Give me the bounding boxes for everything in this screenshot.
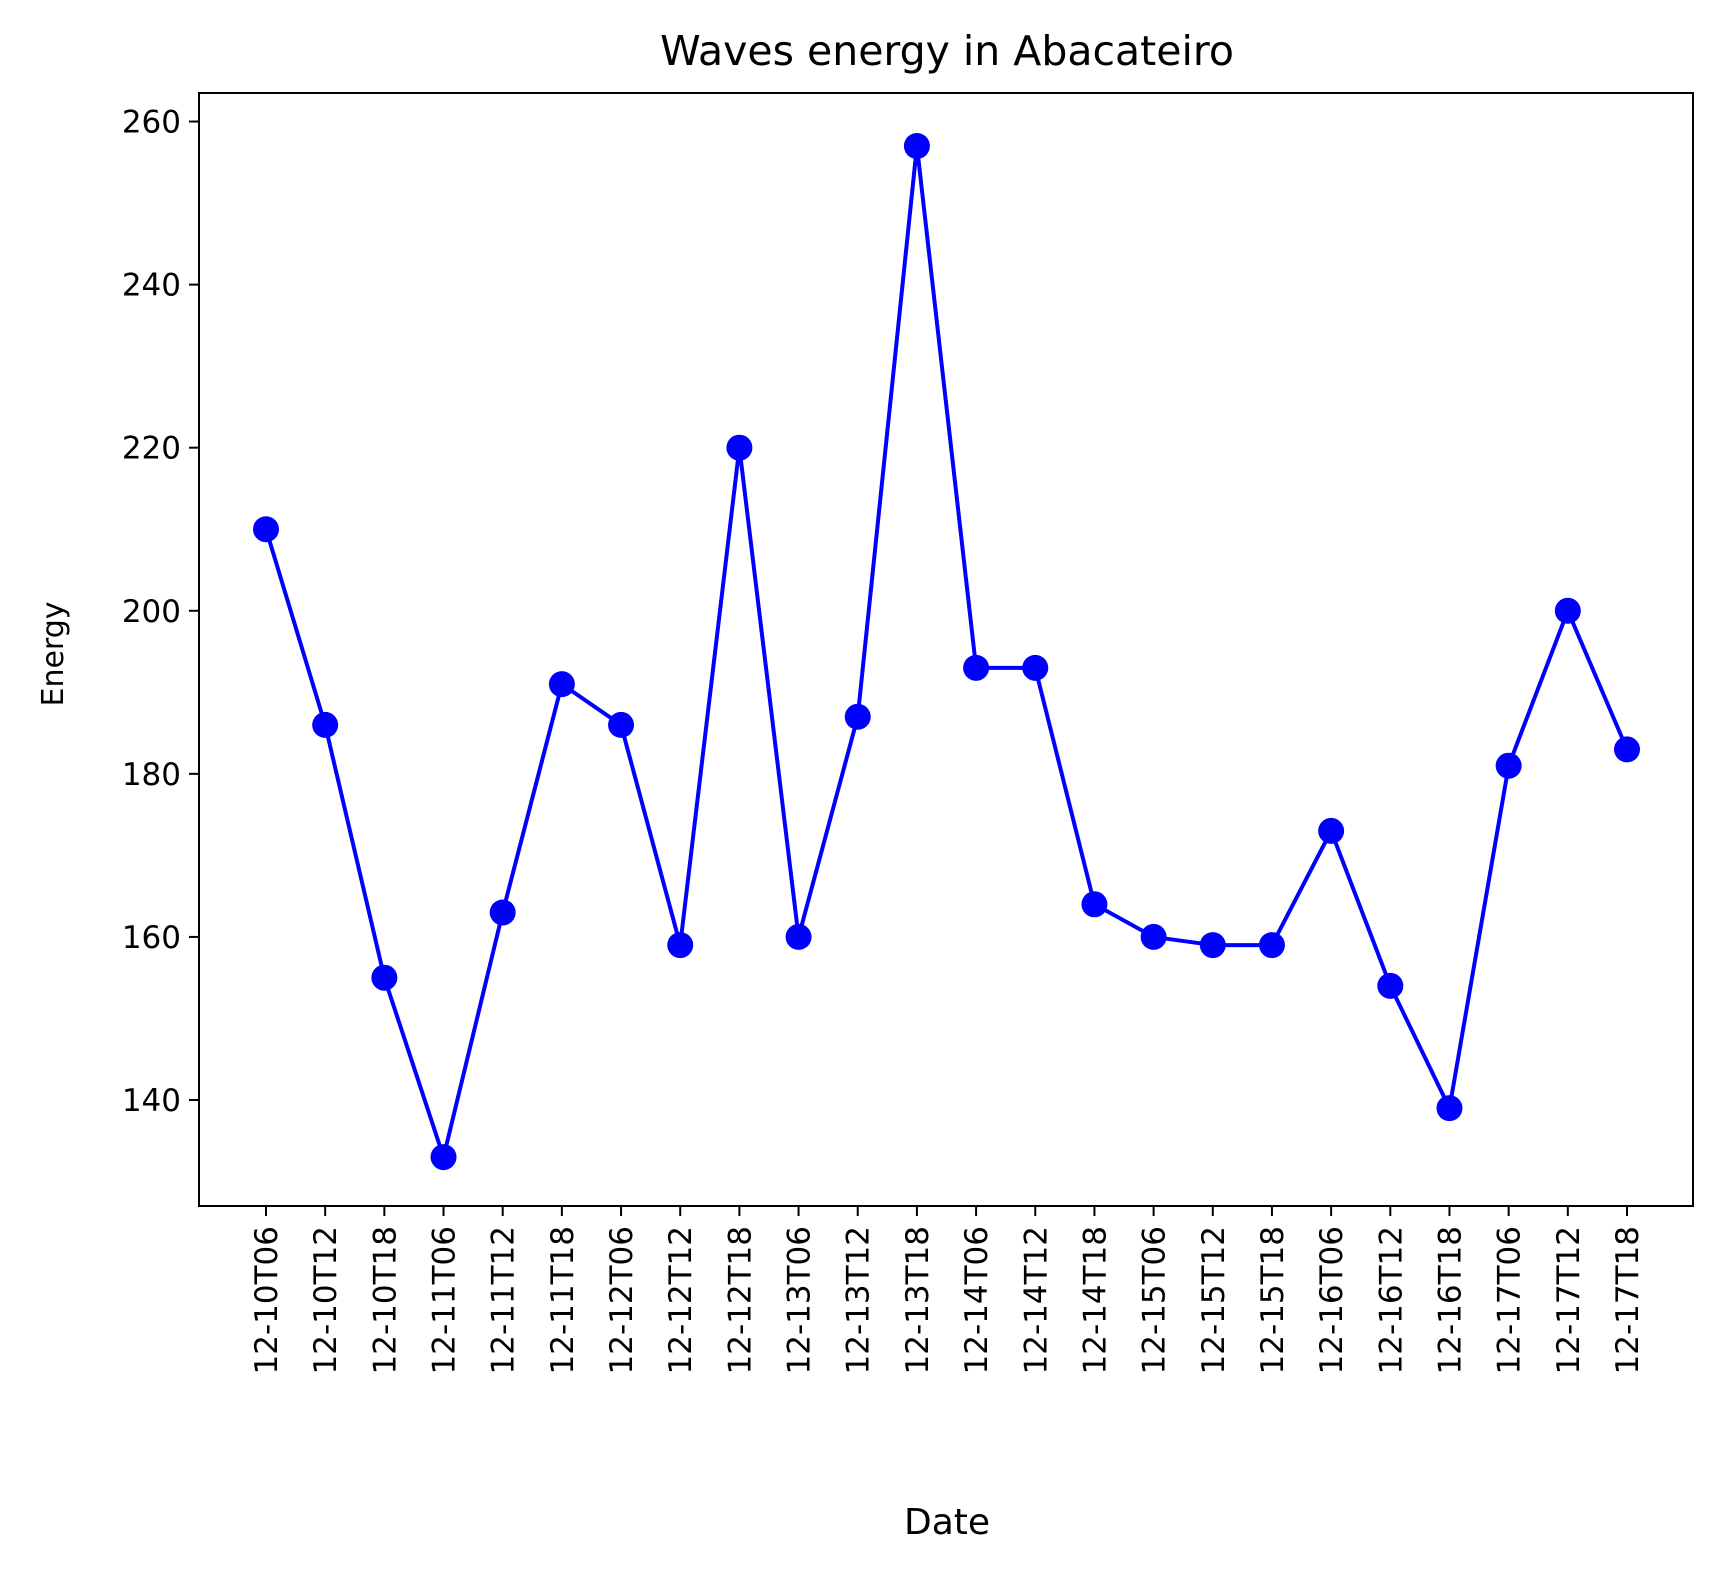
x-axis-label: Date: [904, 1502, 990, 1543]
x-tick-label: 12-16T18: [1432, 1226, 1468, 1374]
x-axis: 12-10T06 12-10T12 12-10T18 12-11T06 12-11T12…: [249, 1206, 1646, 1374]
data-point: [548, 671, 575, 698]
data-point: [430, 1144, 457, 1171]
y-tick-label: 260: [122, 105, 181, 141]
data-point: [489, 899, 516, 926]
data-point: [963, 654, 990, 681]
y-tick-label: 140: [122, 1083, 181, 1119]
data-point: [1318, 817, 1345, 844]
plot-frame: [198, 92, 1694, 1207]
data-point: [1081, 891, 1108, 918]
x-tick-label: 12-14T18: [1077, 1226, 1113, 1374]
y-axis-label: Energy: [36, 601, 71, 706]
x-tick-label: 12-10T18: [367, 1226, 403, 1374]
x-tick-label: 12-13T06: [782, 1226, 818, 1374]
y-axis: 140 160 180 200 220 240 260: [122, 105, 199, 1119]
data-point: [1258, 932, 1285, 959]
x-tick-label: 12-11T06: [427, 1226, 463, 1374]
x-tick-label: 12-12T06: [604, 1226, 640, 1374]
data-point: [1554, 597, 1581, 624]
x-tick-label: 12-13T18: [900, 1226, 936, 1374]
data-point: [371, 964, 398, 991]
data-point: [1495, 752, 1522, 779]
x-tick-label: 12-11T18: [545, 1226, 581, 1374]
series-line: [264, 144, 1629, 1160]
x-tick-label: 12-17T12: [1551, 1226, 1587, 1374]
x-tick-label: 12-17T18: [1610, 1226, 1646, 1374]
x-tick-label: 12-15T12: [1196, 1226, 1232, 1374]
data-point: [1436, 1095, 1463, 1122]
y-tick-label: 200: [122, 594, 181, 630]
x-tick-label: 12-16T12: [1373, 1226, 1409, 1374]
data-point: [1199, 932, 1226, 959]
x-tick-label: 12-12T18: [722, 1226, 758, 1374]
x-tick-label: 12-17T06: [1492, 1226, 1528, 1374]
x-tick-label: 12-16T06: [1314, 1226, 1350, 1374]
x-tick-label: 12-14T06: [959, 1226, 995, 1374]
data-point: [785, 923, 812, 950]
data-point: [608, 711, 635, 738]
y-tick-label: 220: [122, 431, 181, 467]
data-point: [1140, 923, 1167, 950]
y-tick-label: 240: [122, 268, 181, 304]
data-point: [1614, 736, 1640, 763]
x-tick-label: 12-11T12: [486, 1226, 522, 1374]
data-point: [667, 932, 694, 959]
x-tick-label: 12-12T12: [663, 1226, 699, 1374]
data-point: [312, 711, 339, 738]
x-tick-label: 12-10T12: [308, 1226, 344, 1374]
x-tick-label: 12-15T06: [1137, 1226, 1173, 1374]
x-tick-label: 12-15T18: [1255, 1226, 1291, 1374]
x-tick-label: 12-13T12: [841, 1226, 877, 1374]
x-tick-label: 12-10T06: [249, 1226, 285, 1374]
plot-area: [253, 133, 1640, 1171]
data-point: [1022, 654, 1049, 681]
chart-title: Waves energy in Abacateiro: [660, 27, 1234, 75]
data-point: [1377, 972, 1404, 999]
y-tick-label: 160: [122, 920, 181, 956]
x-tick-label: 12-14T12: [1018, 1226, 1054, 1374]
data-point: [903, 133, 930, 159]
data-point: [726, 434, 753, 461]
y-tick-label: 180: [122, 757, 181, 793]
data-point: [844, 703, 871, 730]
data-point: [253, 516, 279, 543]
